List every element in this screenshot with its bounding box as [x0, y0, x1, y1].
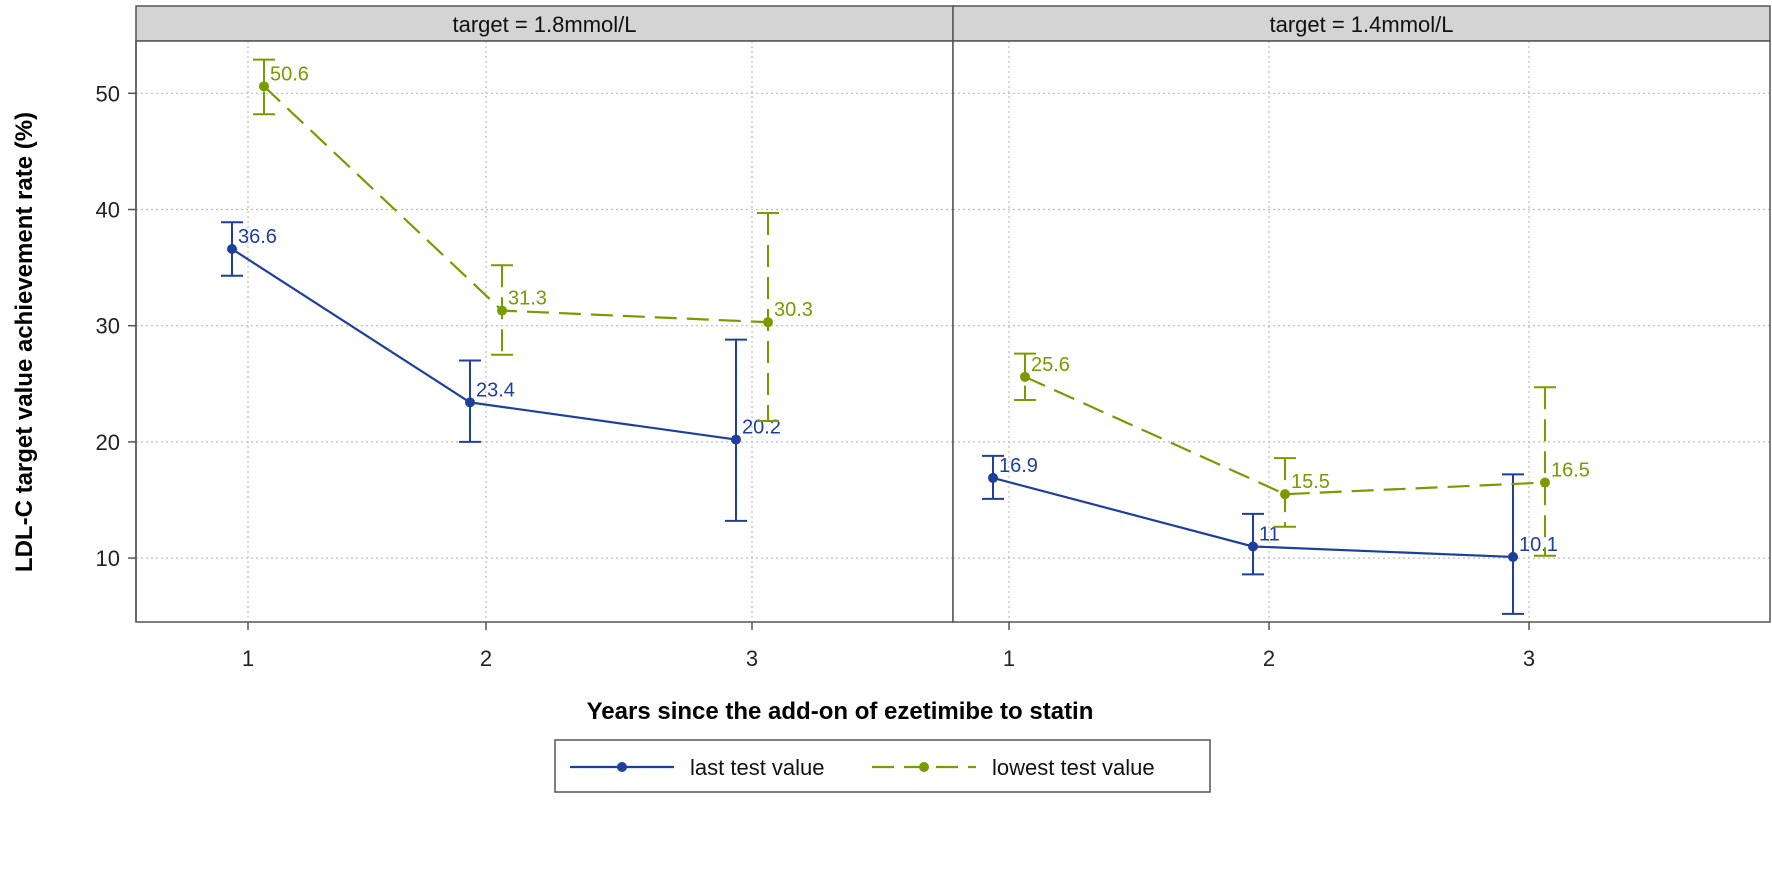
data-label: 16.9 — [999, 455, 1038, 477]
plot-frame — [952, 40, 1771, 623]
y-tick-label: 50 — [96, 81, 120, 106]
x-tick-label: 1 — [242, 646, 254, 671]
panel-strip — [135, 5, 954, 42]
plot-area — [136, 41, 953, 622]
x-tick-label: 2 — [1263, 646, 1275, 671]
data-point — [731, 434, 741, 445]
data-point — [259, 81, 269, 92]
legend-label: lowest test value — [992, 755, 1155, 780]
data-point — [1540, 477, 1550, 488]
plot-area — [953, 41, 1770, 622]
panel-strip-title: target = 1.8mmol/L — [452, 12, 636, 37]
legend-swatch-marker — [617, 762, 627, 772]
data-label: 31.3 — [508, 288, 547, 310]
series-lowest: 25.6 15.5 16.5 — [1014, 352, 1590, 557]
data-point — [1020, 371, 1030, 382]
legend-swatch-marker — [919, 762, 929, 772]
data-label: 11 — [1259, 523, 1280, 545]
data-label: 15.5 — [1291, 471, 1330, 493]
x-axis-title: Years since the add-on of ezetimibe to s… — [587, 698, 1094, 725]
panel-2: target = 1.4mmol/L1 2 316.911 10.125.615.51… — [952, 5, 1771, 671]
data-point — [1508, 551, 1518, 562]
y-axis-title: LDL-C target value achievement rate (%) — [11, 112, 38, 572]
data-point — [988, 472, 998, 483]
series-last: 36.6 23.4 20.2 — [221, 221, 781, 522]
y-tick-label: 20 — [96, 430, 120, 455]
y-axis: 10 20 30 40 50 — [96, 41, 137, 622]
panel-1: target = 1.8mmol/L 1 2 3 36.6 23.4 20.2 50.6 31.… — [135, 5, 954, 671]
series-lowest: 50.6 31.3 30.3 — [253, 58, 813, 422]
y-tick-label: 30 — [96, 314, 120, 339]
data-label: 23.4 — [476, 379, 515, 401]
legend-item-lowest: lowest test value — [872, 755, 1155, 780]
data-point — [1248, 541, 1258, 552]
x-tick-label: 2 — [480, 646, 492, 671]
data-label: 20.2 — [742, 417, 781, 439]
data-label: 30.3 — [774, 299, 813, 321]
panels-layer: target = 1.8mmol/L 1 2 3 36.6 23.4 20.2 50.6 31.… — [135, 5, 1771, 671]
data-label: 25.6 — [1031, 354, 1070, 376]
data-label: 16.5 — [1551, 460, 1590, 482]
data-label: 10.1 — [1519, 534, 1558, 556]
data-point — [227, 243, 237, 254]
y-tick-label: 10 — [96, 546, 120, 571]
data-point — [1280, 489, 1290, 500]
data-label: 36.6 — [238, 226, 277, 248]
legend-label: last test value — [690, 755, 825, 780]
y-tick-label: 40 — [96, 197, 120, 222]
legend: last test value lowest test value — [554, 739, 1211, 793]
panel-strip-title: target = 1.4mmol/L — [1269, 12, 1453, 37]
x-tick-label: 3 — [1523, 646, 1535, 671]
legend-item-last: last test value — [570, 755, 825, 780]
series-line-lowest — [1024, 375, 1546, 496]
data-point — [465, 397, 475, 408]
x-tick-label: 1 — [1003, 646, 1015, 671]
x-tick-label: 3 — [746, 646, 758, 671]
series-last: 16.9 11 10.1 — [982, 454, 1558, 615]
data-point — [763, 317, 773, 328]
data-point — [497, 305, 507, 316]
data-label: 50.6 — [270, 63, 309, 85]
